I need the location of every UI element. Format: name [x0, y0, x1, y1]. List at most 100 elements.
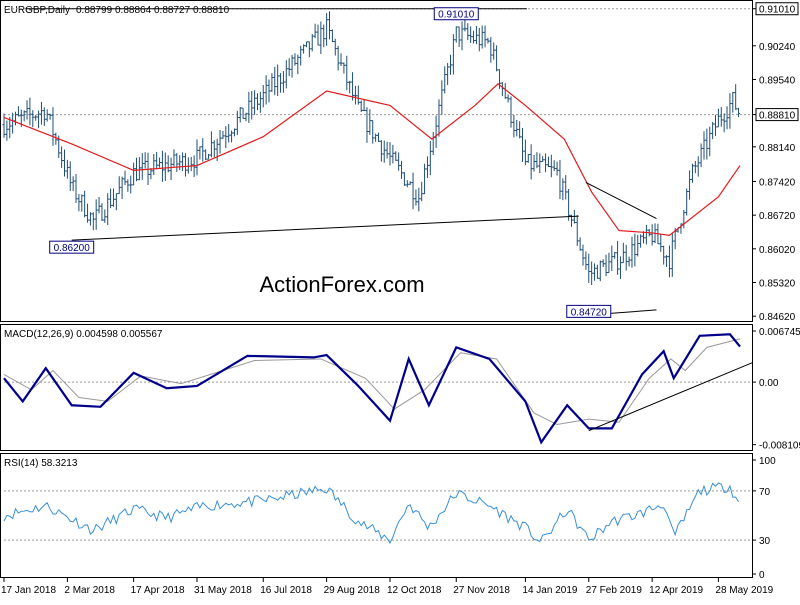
- price-bar: [111, 188, 115, 207]
- price-bar: [624, 244, 628, 271]
- moving-average-line: [3, 83, 741, 236]
- price-bar: [39, 101, 43, 125]
- price-bar: [474, 25, 478, 45]
- price-bar: [109, 188, 113, 209]
- price-bar: [650, 224, 654, 246]
- price-bar: [94, 199, 98, 230]
- price-bar: [83, 190, 87, 218]
- price-bar: [708, 126, 712, 157]
- price-bar: [610, 245, 614, 272]
- annotation-label: 0.84720: [571, 307, 608, 318]
- price-bar: [584, 251, 588, 270]
- macd-trendline: [588, 362, 753, 432]
- price-bar: [523, 139, 527, 166]
- price-bar: [330, 29, 334, 43]
- price-bar: [299, 45, 303, 66]
- price-bar: [307, 41, 311, 58]
- price-bar: [336, 45, 340, 71]
- price-bar: [71, 176, 75, 192]
- price-tick-label: 0.87420: [759, 177, 796, 188]
- price-series: 0.91010 0.86200 0.84720: [2, 7, 752, 318]
- price-bar: [302, 44, 306, 54]
- macd-main-line: [3, 333, 741, 445]
- price-bar: [345, 55, 349, 91]
- price-bar: [117, 176, 121, 195]
- price-tick-label: 0.86020: [759, 245, 796, 256]
- price-bar: [276, 64, 280, 97]
- price-bar: [114, 193, 118, 211]
- price-annotation-1: 0.86200: [49, 240, 95, 254]
- price-bar: [143, 152, 147, 169]
- price-bar: [595, 264, 599, 279]
- price-bar: [158, 157, 162, 168]
- price-tick-label: 0.90240: [759, 42, 796, 53]
- price-bar: [685, 188, 689, 216]
- price-bar: [466, 23, 470, 41]
- price-bar: [719, 107, 723, 127]
- price-bar: [103, 209, 107, 223]
- price-bar: [535, 152, 539, 169]
- x-tick-label: 29 Aug 2018: [324, 585, 381, 596]
- price-bar: [5, 120, 9, 141]
- price-bar: [183, 153, 187, 177]
- price-tick-highlight: [755, 108, 799, 122]
- price-bar: [169, 157, 173, 180]
- price-bar: [446, 63, 450, 85]
- price-bar: [60, 146, 64, 168]
- price-bar: [659, 233, 663, 252]
- price-bar: [544, 153, 548, 173]
- price-bar: [581, 244, 585, 266]
- price-bar: [382, 140, 386, 163]
- price-bar: [175, 153, 179, 172]
- price-bar: [662, 245, 666, 265]
- price-bar: [463, 18, 467, 32]
- price-bar: [376, 132, 380, 142]
- price-bar: [434, 115, 438, 148]
- price-annotation-2: 0.84720: [566, 304, 612, 318]
- price-bar: [734, 84, 738, 110]
- price-bar: [702, 131, 706, 160]
- annotation-label: 0.91010: [438, 10, 475, 21]
- price-bar: [80, 194, 84, 212]
- price-bar: [28, 97, 32, 126]
- high-value: 0.88864: [115, 5, 152, 16]
- price-bar: [221, 130, 225, 139]
- price-bar: [388, 142, 392, 166]
- price-bar: [699, 143, 703, 168]
- price-bar: [255, 93, 259, 111]
- price-bar: [189, 156, 193, 172]
- price-bar: [564, 175, 568, 200]
- price-bar: [14, 111, 18, 126]
- price-bar: [630, 236, 634, 268]
- price-bar: [11, 112, 15, 134]
- price-bar: [313, 23, 317, 39]
- x-tick-label: 27 Feb 2019: [586, 585, 643, 596]
- price-bar: [310, 34, 314, 52]
- price-bar: [100, 203, 104, 221]
- price-bar: [549, 154, 553, 178]
- price-bar: [68, 161, 72, 191]
- x-tick-label: 12 Apr 2019: [649, 585, 703, 596]
- price-bar: [258, 91, 262, 113]
- price-bar: [212, 140, 216, 158]
- price-bar: [129, 175, 133, 194]
- price-bar: [296, 54, 300, 75]
- price-bar: [457, 26, 461, 47]
- price-bar: [561, 178, 565, 201]
- price-bar: [728, 93, 732, 129]
- annotation-box: [433, 7, 479, 21]
- price-bar: [598, 260, 602, 282]
- price-bar: [319, 21, 323, 55]
- price-bar: [365, 107, 369, 143]
- macd-title: MACD(12,26,9) 0.004598 0.005567: [4, 329, 163, 340]
- price-bar: [8, 116, 12, 139]
- x-tick-label: 17 Jan 2018: [1, 585, 56, 596]
- price-tick-label: 0.85320: [759, 279, 796, 290]
- price-bar: [374, 133, 378, 142]
- price-bar: [627, 256, 631, 267]
- price-bar: [644, 224, 648, 245]
- price-bar: [270, 73, 274, 92]
- rsi-title: RSI(14) 58.3213: [4, 458, 78, 469]
- price-bar: [546, 156, 550, 168]
